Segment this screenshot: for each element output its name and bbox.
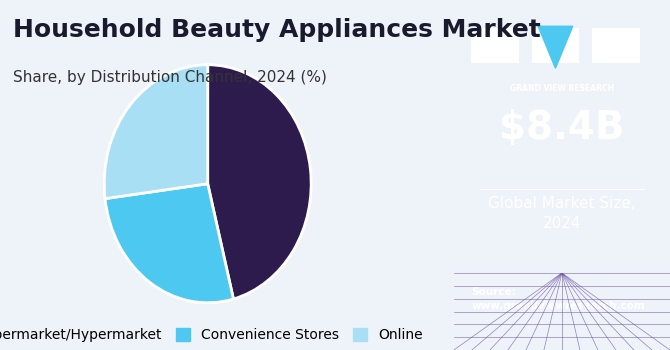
Text: GRAND VIEW RESEARCH: GRAND VIEW RESEARCH bbox=[510, 84, 614, 93]
Text: Source:
www.grandviewresearch.com: Source: www.grandviewresearch.com bbox=[471, 287, 645, 311]
Wedge shape bbox=[208, 65, 311, 299]
Polygon shape bbox=[538, 26, 573, 68]
Text: Household Beauty Appliances Market: Household Beauty Appliances Market bbox=[13, 18, 541, 42]
FancyBboxPatch shape bbox=[471, 28, 519, 63]
FancyBboxPatch shape bbox=[592, 28, 640, 63]
Wedge shape bbox=[105, 184, 233, 303]
Wedge shape bbox=[105, 65, 208, 199]
FancyBboxPatch shape bbox=[532, 28, 580, 63]
Legend: Supermarket/Hypermarket, Convenience Stores, Online: Supermarket/Hypermarket, Convenience Sto… bbox=[0, 321, 429, 349]
Text: Global Market Size,
2024: Global Market Size, 2024 bbox=[488, 196, 636, 231]
Text: $8.4B: $8.4B bbox=[499, 109, 624, 147]
Text: Share, by Distribution Channel, 2024 (%): Share, by Distribution Channel, 2024 (%) bbox=[13, 70, 327, 85]
